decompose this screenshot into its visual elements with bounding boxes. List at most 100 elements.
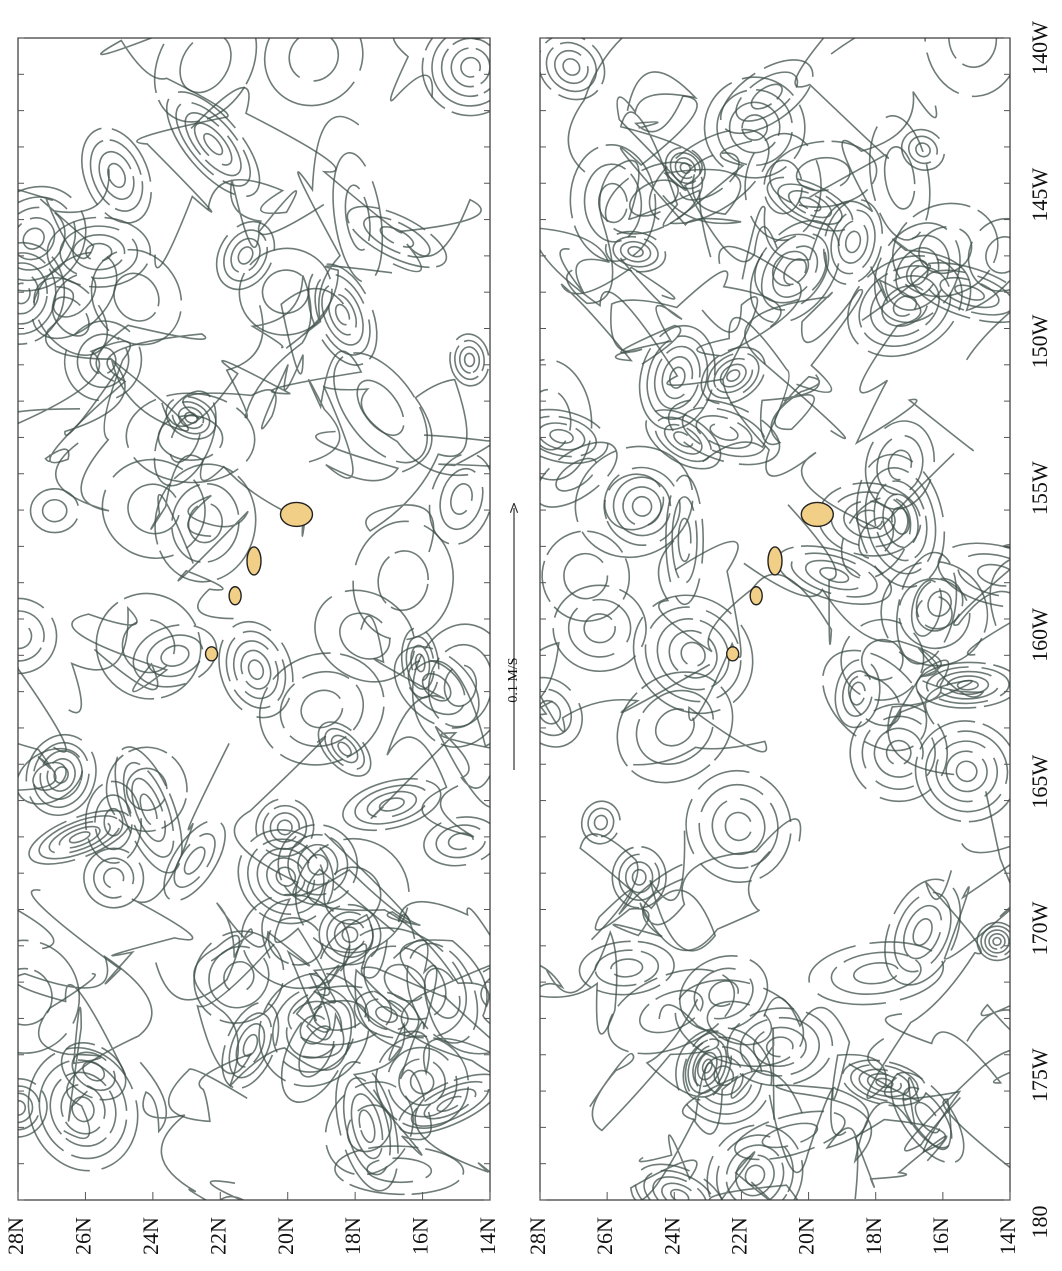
- streamline: [976, 561, 1020, 590]
- lon-label: 155W: [1027, 461, 1052, 515]
- streamline: [205, 211, 286, 299]
- streamline: [259, 266, 313, 317]
- streamline: [578, 797, 625, 847]
- streamline: [802, 555, 866, 596]
- streamline: [2, 619, 36, 653]
- streamline: [0, 1087, 38, 1128]
- streamline: [339, 194, 455, 279]
- streamline: [464, 353, 475, 367]
- streamline: [536, 419, 587, 454]
- streamline: [911, 716, 1023, 827]
- streamline: [3, 341, 131, 510]
- flow-field: [488, 0, 1062, 1245]
- lat-label: 18N: [340, 1217, 365, 1255]
- streamline: [459, 346, 481, 374]
- streamline: [101, 31, 228, 268]
- streamline: [831, 0, 996, 54]
- streamline: [561, 550, 611, 601]
- streamline: [786, 545, 882, 606]
- streamline: [853, 961, 900, 986]
- streamline: [691, 336, 776, 416]
- streamline: [764, 997, 912, 1161]
- streamline: [525, 21, 618, 113]
- streamline: [170, 24, 242, 101]
- streamline: [911, 1099, 944, 1137]
- streamline: [327, 731, 363, 767]
- lat-label: 28N: [525, 1217, 550, 1255]
- streamline: [234, 737, 420, 926]
- streamline: [55, 312, 151, 410]
- streamline: [537, 32, 607, 101]
- streamline: [346, 515, 461, 646]
- lat-label: 20N: [273, 1217, 298, 1255]
- streamline: [834, 688, 963, 817]
- streamline: [0, 933, 87, 1060]
- streamline: [162, 351, 361, 462]
- streamline: [633, 541, 766, 764]
- streamline: [333, 302, 352, 326]
- streamline: [87, 443, 221, 574]
- streamline: [577, 938, 676, 998]
- figure: 0.1 M/S 28N26N24N22N20N18N16N14N28N26N24…: [0, 0, 1062, 1271]
- streamline: [207, 612, 305, 728]
- streamline: [828, 488, 910, 550]
- streamline: [287, 117, 392, 348]
- streamline: [430, 26, 512, 108]
- streamline: [367, 1157, 432, 1183]
- streamline: [244, 0, 383, 126]
- lon-label: 140W: [1027, 21, 1052, 75]
- lat-label: 18N: [861, 1217, 886, 1255]
- streamline: [409, 644, 431, 681]
- streamline: [658, 354, 697, 402]
- streamline: [100, 865, 127, 892]
- streamline: [515, 0, 646, 172]
- streamline: [702, 1121, 808, 1230]
- streamline: [881, 145, 919, 211]
- island: [801, 502, 833, 526]
- streamline: [448, 481, 476, 516]
- streamline: [434, 464, 490, 534]
- island: [750, 587, 762, 605]
- streamline: [453, 339, 486, 380]
- streamline: [860, 264, 951, 349]
- streamline: [309, 713, 381, 786]
- streamline: [87, 851, 141, 905]
- streamline: [728, 1148, 781, 1203]
- lon-label: 165W: [1027, 755, 1052, 809]
- streamline: [526, 388, 573, 452]
- streamline: [242, 634, 401, 784]
- streamline: [584, 614, 616, 643]
- lat-label: 16N: [928, 1217, 953, 1255]
- lat-label: 22N: [726, 1217, 751, 1255]
- streamline: [201, 131, 226, 158]
- streamline: [593, 814, 609, 831]
- lat-label: 26N: [70, 1217, 95, 1255]
- streamline: [227, 635, 286, 704]
- island: [206, 647, 218, 661]
- streamline: [676, 398, 772, 466]
- scale-label: 0.1 M/S: [506, 657, 521, 702]
- streamline: [610, 958, 643, 978]
- streamline: [0, 585, 70, 686]
- island: [727, 647, 739, 661]
- streamline: [16, 726, 106, 825]
- streamline: [658, 1178, 702, 1214]
- streamline: [648, 701, 701, 753]
- page: {"panels": [ {"lat_labels": ["28N", "26N…: [0, 0, 1062, 1271]
- streamline: [151, 77, 276, 211]
- streamline: [816, 194, 890, 290]
- streamline: [416, 13, 525, 122]
- streamline: [323, 290, 361, 339]
- island: [280, 502, 312, 526]
- streamline: [351, 778, 433, 831]
- streamline: [315, 337, 445, 479]
- streamline: [732, 204, 858, 339]
- streamline: [630, 494, 654, 519]
- streamline: [378, 796, 405, 814]
- streamline: [778, 0, 891, 198]
- streamline: [305, 852, 331, 878]
- lat-label: 26N: [592, 1217, 617, 1255]
- streamline: [142, 629, 208, 683]
- streamline: [626, 588, 760, 722]
- streamline: [75, 573, 222, 720]
